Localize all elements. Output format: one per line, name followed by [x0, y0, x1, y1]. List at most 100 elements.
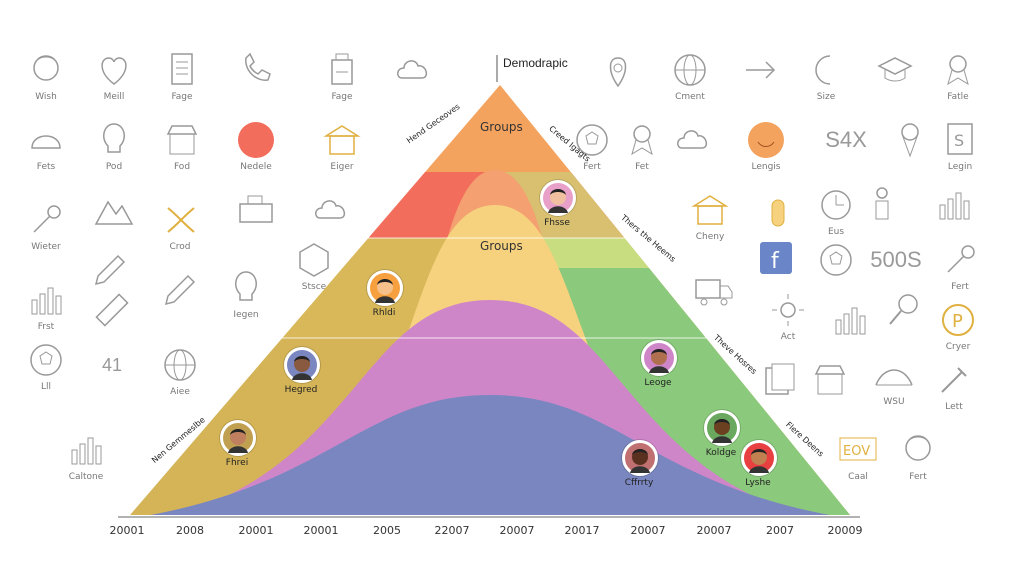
globe-icon: [160, 345, 200, 385]
icon-caption: Caal: [848, 472, 868, 482]
background-icon: [730, 50, 790, 90]
pin-icon: [598, 50, 638, 90]
wand-icon: [160, 270, 200, 310]
x-tick-label: 2007: [766, 524, 794, 537]
background-icon: S4X: [816, 120, 876, 160]
box-icon-icon: [294, 240, 334, 280]
background-icon: Caltone: [56, 430, 116, 482]
bridge-icon: [874, 355, 914, 395]
avatar: [641, 340, 677, 376]
background-icon: Frst: [16, 280, 76, 332]
house-icon: [690, 190, 730, 230]
heart-icon: [94, 50, 134, 90]
x-tick-label: 20007: [630, 524, 666, 537]
icon-caption: Act: [780, 332, 796, 342]
bottle-icon: [758, 190, 798, 230]
background-icon: P Cryer: [928, 300, 988, 352]
soccer-icon: [26, 340, 66, 380]
background-icon: Fet: [612, 120, 672, 172]
band-separators: [270, 237, 730, 339]
background-icon: [865, 50, 925, 90]
background-icon: [800, 360, 860, 400]
eov-icon: EOV: [838, 430, 878, 470]
icon-caption: Nedele: [240, 162, 272, 172]
arrow-icon: [740, 50, 780, 90]
icon-caption: Fatle: [947, 92, 969, 102]
background-icon: 41: [82, 345, 142, 385]
background-icon: Act: [758, 290, 818, 342]
background-icon: Aiee: [150, 345, 210, 397]
background-icon: [302, 190, 362, 230]
band-label-top: Groups: [480, 120, 523, 134]
face-icon: [26, 50, 66, 90]
background-icon: Lengis: [736, 120, 796, 172]
avatar: [540, 180, 576, 216]
background-icon: Cheny: [680, 190, 740, 242]
background-icon: 500S: [866, 240, 926, 280]
icon-caption: Crod: [169, 242, 191, 252]
icon-text: 500S: [870, 247, 922, 272]
x-tick-label: 22007: [434, 524, 470, 537]
background-icon: [82, 290, 142, 330]
icon-caption: Meill: [103, 92, 125, 102]
scissors-icon: [160, 200, 200, 240]
background-icon: Fert: [888, 430, 948, 482]
icon-caption: Eiger: [330, 162, 354, 172]
diagram-title: Demodrapic: [503, 56, 568, 70]
background-icon: EOV Caal: [828, 430, 888, 482]
background-icon: [852, 185, 912, 225]
icon-caption: Fet: [635, 162, 649, 172]
cloud-up-icon: [674, 120, 714, 160]
background-icon: Fage: [152, 50, 212, 102]
avatar: [284, 347, 320, 383]
ruler-icon: [92, 290, 132, 330]
icon-caption: Fert: [951, 282, 969, 292]
background-icon: [924, 185, 984, 225]
dot-orange-icon: [746, 120, 786, 160]
bars-cloud-icon: [934, 185, 974, 225]
avatar-face-icon: [292, 356, 312, 380]
x-tick-label: 20001: [238, 524, 274, 537]
phone-icon: [236, 50, 276, 90]
icon-caption: WSU: [883, 397, 905, 407]
icon-caption: Fert: [909, 472, 927, 482]
avatar-label: Cffrrty: [624, 478, 654, 488]
icon-caption: Lll: [40, 382, 51, 392]
cloud-icon: [394, 50, 434, 90]
key-icon: [940, 240, 980, 280]
background-icon: Meill: [84, 50, 144, 102]
icon-caption: Size: [816, 92, 836, 102]
x-tick-label: 20007: [499, 524, 535, 537]
half-circle-icon: [806, 50, 846, 90]
background-icon: Crod: [150, 200, 210, 252]
avatar: [220, 420, 256, 456]
background-icon: [820, 300, 880, 340]
magnifier-icon: [884, 290, 924, 330]
background-icon: [226, 190, 286, 230]
svg-text:f: f: [771, 249, 780, 274]
background-icon: Iegen: [216, 268, 276, 320]
icon-caption: Fage: [331, 92, 353, 102]
truck-icon: [694, 270, 734, 310]
p-circle-icon: P: [938, 300, 978, 340]
background-icon: Nedele: [226, 120, 286, 172]
bulb-tall-icon: [226, 268, 266, 308]
background-icon: Fatle: [928, 50, 988, 102]
person-icon: [862, 185, 902, 225]
avatar-label: Hegred: [284, 385, 318, 395]
background-icon: Stsce: [284, 240, 344, 292]
svg-text:P: P: [952, 311, 963, 332]
store-icon: [162, 120, 202, 160]
icon-caption: Pod: [105, 162, 123, 172]
soccer-icon: [572, 120, 612, 160]
background-icon: [750, 360, 810, 400]
background-icon: [84, 190, 144, 230]
x-tick-label: 2005: [373, 524, 401, 537]
icon-text: S4X: [825, 127, 867, 152]
background-icon: [664, 120, 724, 160]
bulb-icon: [94, 120, 134, 160]
avatar-face-icon: [712, 419, 732, 443]
background-icon: Eus: [806, 185, 866, 237]
x-tick-label: 20001: [303, 524, 339, 537]
